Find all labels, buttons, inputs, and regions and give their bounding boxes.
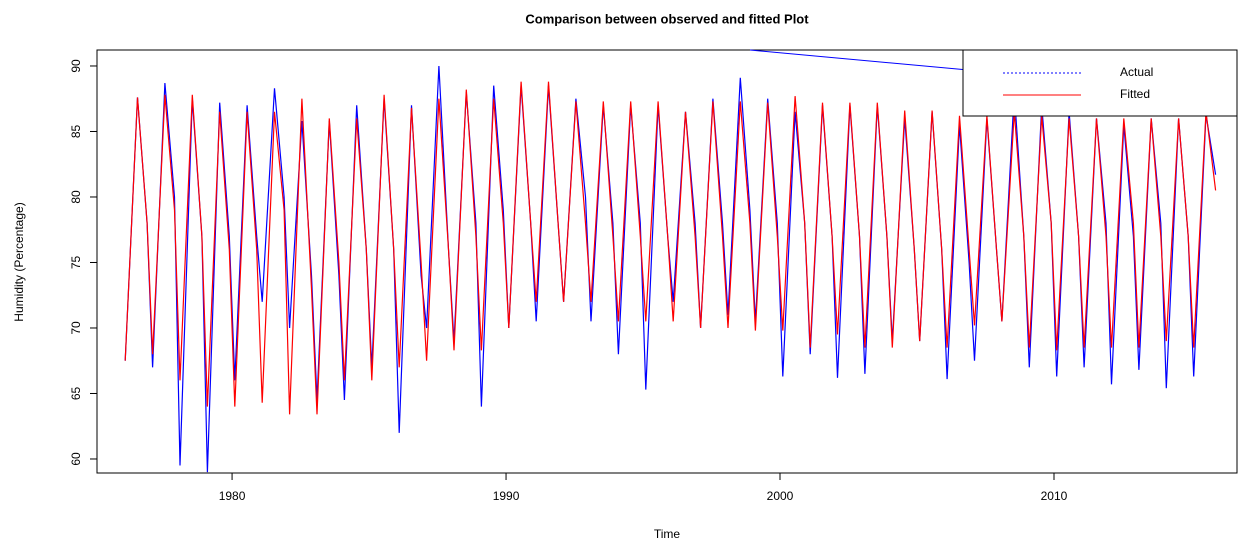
x-tick-label: 2010: [1041, 489, 1068, 503]
legend-label: Actual: [1120, 65, 1153, 79]
chart-title: Comparison between observed and fitted P…: [525, 11, 809, 26]
y-tick-label: 75: [69, 255, 83, 269]
y-tick-label: 65: [69, 386, 83, 400]
legend-box: [962, 49, 1238, 117]
x-tick-label: 1990: [493, 489, 520, 503]
y-tick-label: 80: [69, 190, 83, 204]
x-axis-label: Time: [654, 527, 681, 541]
series-line: [124, 81, 1217, 415]
legend-label: Fitted: [1120, 87, 1150, 101]
x-tick-label: 2000: [767, 489, 794, 503]
y-tick-label: 70: [69, 321, 83, 335]
y-axis-label: Humidity (Percentage): [12, 202, 26, 321]
x-tick-label: 1980: [219, 489, 246, 503]
y-tick-label: 85: [69, 124, 83, 138]
stray-line: [749, 49, 1002, 74]
y-tick-label: 60: [69, 452, 83, 466]
y-tick-label: 90: [69, 59, 83, 73]
